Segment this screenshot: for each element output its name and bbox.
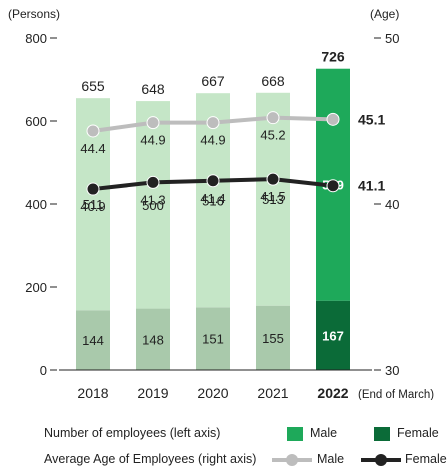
left-axis-tick-label: 200 xyxy=(25,280,47,295)
left-axis-tick-label: 400 xyxy=(25,197,47,212)
x-tick-label: 2021 xyxy=(257,385,288,400)
female-age-value-label: 41.3 xyxy=(140,192,165,207)
female-age-point xyxy=(86,182,100,196)
female-age-value-label: 41.5 xyxy=(260,189,285,204)
x-tick-label: 2020 xyxy=(197,385,228,400)
legend-lines: Average Age of Employees (right axis) Ma… xyxy=(0,449,448,471)
bar-female-2018 xyxy=(76,310,110,370)
x-tick-label: 2019 xyxy=(137,385,168,400)
male-age-value-label: 45.1 xyxy=(358,111,385,127)
legend-female-bar-label: Female xyxy=(397,426,439,440)
bar-male-2019 xyxy=(136,101,170,309)
male-age-point xyxy=(86,124,100,138)
bar-female-2019 xyxy=(136,308,170,370)
left-axis-tick-label: 0 xyxy=(40,363,47,378)
male-age-value-label: 44.9 xyxy=(140,133,165,148)
x-tick-label: 2022 xyxy=(317,385,348,400)
bar-female-2022 xyxy=(316,300,350,370)
bar-female-value-label: 148 xyxy=(142,332,164,347)
bar-female-2021 xyxy=(256,305,290,370)
male-age-value-label: 44.4 xyxy=(80,141,105,156)
legend-bars-label: Number of employees (left axis) xyxy=(44,426,221,440)
right-axis-tick-label: 40 xyxy=(385,197,399,212)
female-age-value-label: 41.1 xyxy=(358,178,385,194)
bar-male-value-label: 500 xyxy=(142,198,164,213)
right-axis-tick-label: 50 xyxy=(385,31,399,46)
bar-female-value-label: 151 xyxy=(202,332,224,347)
legend-male-line-label: Male xyxy=(317,452,345,466)
bar-total-label: 655 xyxy=(81,78,105,94)
male-age-point xyxy=(266,111,280,125)
left-axis-tick-label: 600 xyxy=(25,114,47,129)
female-age-value-label: 40.9 xyxy=(80,199,105,214)
x-tick-label: 2018 xyxy=(77,385,108,400)
bar-female-value-label: 155 xyxy=(262,331,284,346)
legend-female-line-label: Female xyxy=(405,452,447,466)
x-axis-suffix-label: (End of March) xyxy=(358,389,434,400)
legend-male-line-swatch xyxy=(272,454,312,466)
female-age-point xyxy=(266,172,280,186)
employee-chart: (Persons) (Age)14451165514850064815151666… xyxy=(8,7,434,400)
male-age-value-label: 45.2 xyxy=(260,128,285,143)
bar-male-value-label: 511 xyxy=(83,197,104,212)
bar-male-value-label: 516 xyxy=(202,193,224,208)
legend-male-bar-swatch xyxy=(287,427,303,441)
left-axis-tick-label: 800 xyxy=(25,31,47,46)
female-age-point xyxy=(326,179,340,193)
legend-male-bar-label: Male xyxy=(310,426,338,440)
male-age-point xyxy=(326,112,340,126)
legend-female-line-swatch xyxy=(361,454,401,466)
male-age-point xyxy=(206,116,220,130)
bar-total-label: 667 xyxy=(201,73,225,89)
female-age-point xyxy=(146,175,160,189)
right-axis-tick-label: 30 xyxy=(385,363,399,378)
bar-total-label: 726 xyxy=(321,49,345,65)
legend-female-bar-swatch xyxy=(374,427,390,441)
bar-female-value-label: 167 xyxy=(322,328,344,343)
bar-female-value-label: 144 xyxy=(82,333,104,348)
bar-female-2020 xyxy=(196,307,230,370)
bar-male-2021 xyxy=(256,92,290,306)
legend-bars: Number of employees (left axis) Male Fem… xyxy=(0,423,448,445)
female-age-value-label: 41.4 xyxy=(200,191,225,206)
bar-total-label: 668 xyxy=(261,73,285,89)
left-axis-unit-label: (Persons) xyxy=(8,7,60,21)
legend-lines-label: Average Age of Employees (right axis) xyxy=(44,452,257,466)
right-axis-unit-label: (Age) xyxy=(370,7,399,21)
male-age-value-label: 44.9 xyxy=(200,133,225,148)
bar-total-label: 648 xyxy=(141,81,165,97)
male-age-point xyxy=(146,116,160,130)
female-age-point xyxy=(206,174,220,188)
bar-male-value-label: 513 xyxy=(262,192,284,207)
